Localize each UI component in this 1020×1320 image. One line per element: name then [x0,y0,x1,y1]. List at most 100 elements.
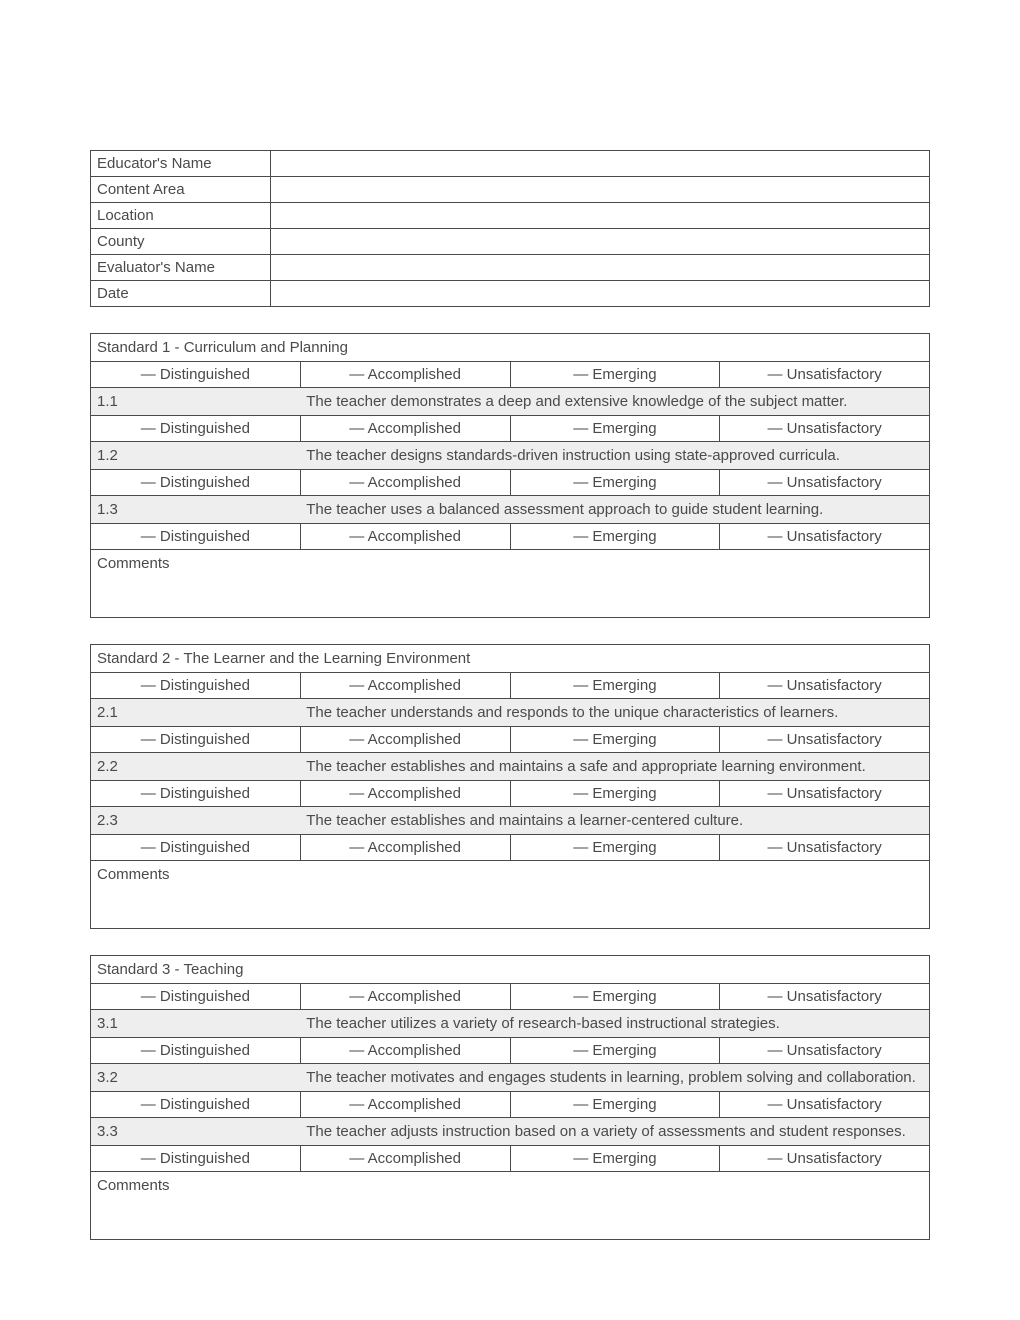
header-row: County [91,229,930,255]
header-label: Content Area [91,177,271,203]
standard-title: Standard 3 - Teaching [91,956,930,984]
header-label: Evaluator's Name [91,255,271,281]
criterion-row: 3.1The teacher utilizes a variety of res… [91,1010,930,1038]
rating-row: — Distinguished— Accomplished— Emerging—… [91,781,930,807]
standard-table: Standard 2 - The Learner and the Learnin… [90,644,930,929]
criterion-row: 1.3The teacher uses a balanced assessmen… [91,496,930,524]
rating-option[interactable]: — Accomplished [300,1038,510,1064]
rating-option[interactable]: — Emerging [510,984,720,1010]
criterion-row: 2.1The teacher understands and responds … [91,699,930,727]
rating-option[interactable]: — Accomplished [300,1146,510,1172]
rating-option[interactable]: — Distinguished [91,835,301,861]
rating-option[interactable]: — Distinguished [91,984,301,1010]
rating-option[interactable]: — Distinguished [91,673,301,699]
rating-option[interactable]: — Unsatisfactory [720,362,930,388]
rating-option[interactable]: — Distinguished [91,524,301,550]
rating-option[interactable]: — Unsatisfactory [720,416,930,442]
rating-option[interactable]: — Unsatisfactory [720,524,930,550]
rating-option[interactable]: — Accomplished [300,1092,510,1118]
comments-label[interactable]: Comments [91,1172,930,1240]
rating-option[interactable]: — Emerging [510,727,720,753]
rating-row: — Distinguished— Accomplished— Emerging—… [91,1092,930,1118]
criterion-number: 3.3 [91,1118,301,1146]
criterion-text: The teacher establishes and maintains a … [300,753,929,781]
comments-row: Comments [91,861,930,929]
rating-option[interactable]: — Unsatisfactory [720,781,930,807]
header-value[interactable] [271,281,930,307]
criterion-number: 3.1 [91,1010,301,1038]
rating-option[interactable]: — Emerging [510,781,720,807]
rating-option[interactable]: — Unsatisfactory [720,984,930,1010]
header-value[interactable] [271,151,930,177]
header-row: Location [91,203,930,229]
header-label: County [91,229,271,255]
rating-row: — Distinguished— Accomplished— Emerging—… [91,984,930,1010]
rating-option[interactable]: — Unsatisfactory [720,470,930,496]
criterion-text: The teacher adjusts instruction based on… [300,1118,929,1146]
criterion-text: The teacher establishes and maintains a … [300,807,929,835]
header-row: Content Area [91,177,930,203]
rating-option[interactable]: — Unsatisfactory [720,727,930,753]
header-value[interactable] [271,229,930,255]
rating-option[interactable]: — Unsatisfactory [720,1146,930,1172]
criterion-text: The teacher uses a balanced assessment a… [300,496,929,524]
rating-option[interactable]: — Distinguished [91,1092,301,1118]
rating-option[interactable]: — Emerging [510,362,720,388]
criterion-row: 1.1The teacher demonstrates a deep and e… [91,388,930,416]
criterion-text: The teacher utilizes a variety of resear… [300,1010,929,1038]
rating-option[interactable]: — Distinguished [91,470,301,496]
rating-option[interactable]: — Unsatisfactory [720,1092,930,1118]
rating-option[interactable]: — Accomplished [300,362,510,388]
rating-option[interactable]: — Emerging [510,835,720,861]
header-label: Location [91,203,271,229]
criterion-number: 2.1 [91,699,301,727]
rating-row: — Distinguished— Accomplished— Emerging—… [91,1038,930,1064]
rating-option[interactable]: — Emerging [510,524,720,550]
header-row: Date [91,281,930,307]
rating-option[interactable]: — Accomplished [300,984,510,1010]
rating-row: — Distinguished— Accomplished— Emerging—… [91,524,930,550]
rating-option[interactable]: — Distinguished [91,1038,301,1064]
rating-option[interactable]: — Unsatisfactory [720,835,930,861]
rating-option[interactable]: — Unsatisfactory [720,1038,930,1064]
rating-option[interactable]: — Distinguished [91,416,301,442]
rating-row: — Distinguished— Accomplished— Emerging—… [91,416,930,442]
rating-row: — Distinguished— Accomplished— Emerging—… [91,835,930,861]
rating-option[interactable]: — Accomplished [300,835,510,861]
criterion-row: 3.3The teacher adjusts instruction based… [91,1118,930,1146]
criterion-text: The teacher designs standards-driven ins… [300,442,929,470]
header-value[interactable] [271,177,930,203]
header-table: Educator's NameContent Area LocationCoun… [90,150,930,307]
rating-option[interactable]: — Distinguished [91,781,301,807]
rating-row: — Distinguished— Accomplished— Emerging—… [91,727,930,753]
criterion-row: 2.3The teacher establishes and maintains… [91,807,930,835]
rating-option[interactable]: — Emerging [510,1146,720,1172]
rating-option[interactable]: — Distinguished [91,362,301,388]
criterion-text: The teacher understands and responds to … [300,699,929,727]
rating-option[interactable]: — Emerging [510,1092,720,1118]
comments-label[interactable]: Comments [91,550,930,618]
rating-option[interactable]: — Emerging [510,1038,720,1064]
comments-label[interactable]: Comments [91,861,930,929]
rating-option[interactable]: — Accomplished [300,781,510,807]
rating-option[interactable]: — Distinguished [91,1146,301,1172]
criterion-number: 3.2 [91,1064,301,1092]
rating-option[interactable]: — Accomplished [300,673,510,699]
rating-option[interactable]: — Accomplished [300,416,510,442]
header-value[interactable] [271,255,930,281]
comments-row: Comments [91,1172,930,1240]
rating-row: — Distinguished— Accomplished— Emerging—… [91,470,930,496]
rating-option[interactable]: — Emerging [510,416,720,442]
rating-option[interactable]: — Accomplished [300,524,510,550]
header-value[interactable] [271,203,930,229]
rating-option[interactable]: — Unsatisfactory [720,673,930,699]
rating-option[interactable]: — Emerging [510,673,720,699]
rating-row: — Distinguished— Accomplished— Emerging—… [91,673,930,699]
criterion-number: 1.1 [91,388,301,416]
criterion-number: 1.2 [91,442,301,470]
rating-option[interactable]: — Emerging [510,470,720,496]
rating-option[interactable]: — Distinguished [91,727,301,753]
rating-option[interactable]: — Accomplished [300,727,510,753]
rating-option[interactable]: — Accomplished [300,470,510,496]
standard-table: Standard 1 - Curriculum and Planning— Di… [90,333,930,618]
